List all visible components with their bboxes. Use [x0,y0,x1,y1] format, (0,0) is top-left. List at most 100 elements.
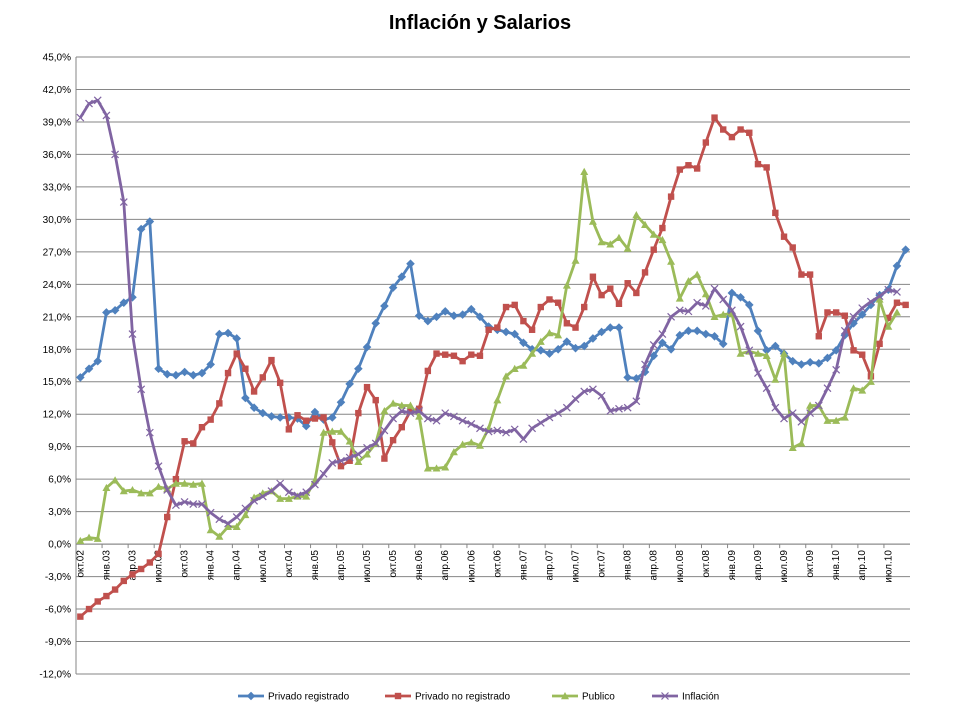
data-point [511,301,518,309]
y-tick-label: 24,0% [43,280,71,291]
data-point [145,217,155,226]
data-point [380,426,389,435]
data-point [215,532,224,540]
data-point [893,287,901,296]
data-point [676,166,683,173]
data-point [554,409,563,418]
data-point [467,438,476,446]
x-tick-label: янв.03 [101,550,112,581]
data-point [667,312,676,321]
x-axis: окт.02 янв.03 апр.03 июл.03 окт.03 янв.04 апр.… [75,543,910,583]
x-tick-label: апр.08 [649,550,660,581]
data-point [510,329,520,339]
series-publico [76,167,901,545]
legend-label: Inflación [682,692,719,703]
data-point [128,485,137,494]
data-point [571,343,580,353]
data-point [519,435,528,444]
data-point [406,409,415,418]
data-point [553,344,563,354]
data-point [458,440,467,448]
data-point [605,323,615,332]
data-point [579,341,589,351]
data-point [624,280,631,287]
data-point [276,479,285,488]
data-point [180,367,189,377]
data-point [154,462,163,471]
x-tick-label: окт.08 [701,550,712,578]
data-point [285,426,293,433]
data-point [649,351,659,361]
data-point [398,424,405,431]
data-point [614,233,623,241]
y-tick-label: 21,0% [43,312,71,323]
data-point [328,458,337,467]
data-point [250,388,258,395]
data-point [780,233,788,240]
data-point [659,224,666,232]
x-tick-label: янв.10 [831,550,842,581]
x-tick-label: окт.04 [284,550,295,578]
data-point [736,292,745,302]
data-point [667,257,676,265]
data-point [875,295,884,303]
data-point [866,377,875,385]
data-point [450,352,458,359]
data-point [884,322,893,330]
data-point [415,407,424,415]
data-point [840,326,849,335]
data-point [119,487,128,495]
data-point [658,330,667,339]
data-point [449,311,459,321]
legend-item-inflaci-n: Inflación [652,692,719,703]
data-point [476,424,484,433]
data-point [650,246,657,253]
data-point [745,346,754,355]
data-point [216,400,223,407]
x-tick-label: янв.04 [206,550,217,581]
data-point [641,360,649,369]
legend-label: Privado registrado [268,692,350,703]
data-point [407,407,414,415]
data-point [649,341,658,349]
data-point [224,522,233,530]
x-tick-label: апр.03 [127,550,138,581]
data-point [658,235,667,244]
series-line-privado-no-registrado [79,116,906,618]
x-tick-label: апр.07 [544,550,555,581]
series-lines [76,96,910,620]
x-tick-label: янв.05 [310,550,321,581]
data-point [206,526,215,534]
data-point [258,408,268,418]
data-point [302,488,311,497]
data-point [485,326,492,333]
data-point [372,396,379,404]
series-line-inflaci-n [79,98,898,525]
data-point [371,318,381,328]
data-point [102,111,111,120]
data-point [111,586,119,593]
data-point [320,414,327,421]
y-tick-label: 39,0% [43,117,71,128]
data-point [632,211,641,219]
data-point [362,342,372,352]
data-point [414,311,424,321]
data-point [693,298,702,307]
x-tick-label: июл.09 [779,550,790,583]
data-point [163,486,172,494]
series-privado-registrado [76,217,910,431]
data-point [562,281,571,289]
data-point [354,457,363,466]
data-point [884,285,893,294]
data-point [268,356,275,364]
data-point [294,412,301,419]
data-point [607,285,614,292]
data-point [406,401,415,409]
data-point [588,217,597,225]
data-point [762,384,771,393]
data-point [189,480,198,488]
data-point [302,492,311,500]
data-point [780,414,788,423]
data-point [190,440,197,447]
